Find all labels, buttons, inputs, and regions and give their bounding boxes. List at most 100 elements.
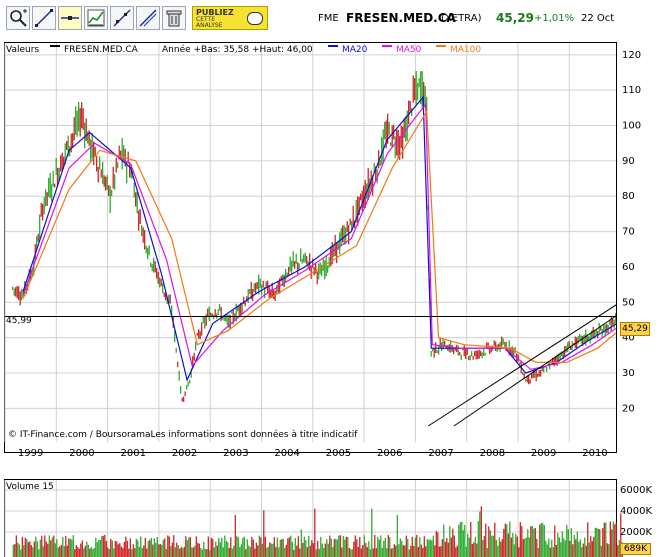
volume-bar (474, 537, 476, 557)
volume-bar (17, 542, 19, 557)
volume-bar (413, 546, 415, 557)
volume-bar (102, 536, 104, 557)
volume-bar (375, 548, 377, 557)
volume-bar (179, 548, 181, 557)
volume-bar (425, 546, 427, 557)
volume-bar (293, 549, 295, 557)
volume-bar (423, 536, 425, 557)
volume-bar (89, 548, 91, 557)
indicator-chart-icon[interactable] (84, 6, 108, 30)
volume-bar (500, 541, 502, 557)
volume-bar (147, 541, 149, 557)
volume-bar (195, 536, 197, 557)
volume-bar (482, 540, 484, 557)
volume-bar (374, 534, 376, 557)
publish-line3: ANALYSE (196, 22, 223, 29)
volume-bar (257, 545, 259, 557)
volume-bar (185, 536, 187, 557)
volume-bar (197, 542, 199, 557)
volume-bar (488, 526, 490, 557)
volume-bar (87, 544, 89, 557)
volume-bar (57, 547, 59, 557)
volume-bar (510, 537, 512, 557)
legend-ma50-swatch (382, 45, 392, 47)
volume-bar (366, 547, 368, 557)
volume-bar (60, 544, 62, 557)
volume-bar (114, 540, 116, 557)
zoom-icon[interactable] (6, 6, 30, 30)
y-tick-label: 70 (622, 227, 635, 238)
volume-bar (69, 538, 71, 557)
volume-bar (339, 535, 341, 557)
volume-bar (141, 548, 143, 557)
volume-bar (227, 542, 229, 557)
volume-bar (468, 537, 470, 557)
volume-bar (383, 540, 385, 557)
trend-tool-icon[interactable] (136, 6, 160, 30)
trend-channel-upper (427, 304, 616, 427)
horizontal-line-icon[interactable] (58, 6, 82, 30)
publish-analysis-button[interactable]: PUBLIEZ CETTE ANALYSE (192, 6, 268, 30)
y-tick-label: 30 (622, 368, 635, 379)
volume-bar (335, 538, 337, 557)
volume-bar (165, 548, 167, 557)
volume-bar (381, 547, 383, 557)
volume-bar (38, 549, 40, 557)
volume-bar (83, 548, 85, 557)
volume-bar (246, 539, 248, 557)
volume-bar (297, 536, 299, 557)
volume-bar (522, 539, 524, 557)
volume-bar (534, 527, 536, 557)
volume-bar (467, 533, 469, 557)
volume-bar (273, 537, 275, 557)
volume-bar (14, 544, 16, 557)
volume-bar (171, 542, 173, 557)
volume-bar (123, 541, 125, 557)
volume-bar (494, 522, 496, 557)
volume-bar (119, 543, 121, 557)
volume-bar (368, 541, 370, 557)
volume-bar (77, 547, 79, 557)
volume-bar (221, 537, 223, 557)
volume-bar (545, 540, 547, 557)
speech-bubble-icon (247, 12, 263, 25)
volume-bar (323, 547, 325, 557)
volume-bar (170, 546, 172, 557)
volume-bar (351, 549, 353, 557)
y-tick-label: 110 (622, 85, 641, 96)
volume-bar (258, 535, 260, 557)
volume-bar (333, 539, 335, 557)
volume-bar (194, 545, 196, 557)
volume-bar (591, 541, 593, 557)
copyright-text: © IT-Finance.com / BoursoramaLes informa… (8, 430, 358, 440)
draw-line-icon[interactable] (32, 6, 56, 30)
volume-bar (465, 546, 467, 557)
volume-bar (564, 540, 566, 557)
volume-bar (186, 540, 188, 557)
x-tick-label: 2008 (480, 448, 505, 459)
volume-bar (416, 534, 418, 557)
volume-bar (188, 537, 190, 557)
volume-bar (536, 538, 538, 557)
fibonacci-icon[interactable] (110, 6, 134, 30)
volume-bar (80, 543, 82, 557)
volume-bar (72, 535, 74, 557)
volume-bar (342, 536, 344, 557)
trash-icon[interactable] (162, 6, 186, 30)
volume-bar (402, 545, 404, 557)
volume-bar (566, 524, 568, 557)
volume-bar (608, 544, 610, 557)
volume-bar (182, 548, 184, 557)
volume-bar (218, 537, 220, 557)
volume-bar (264, 536, 266, 557)
price-series (12, 70, 616, 402)
volume-bar (18, 544, 20, 557)
volume-tick-label: 4000K (620, 506, 652, 517)
volume-bar (167, 535, 169, 557)
volume-bar (575, 539, 577, 557)
volume-bar (371, 508, 373, 557)
volume-bar (305, 540, 307, 557)
volume-bar (261, 543, 263, 557)
x-tick-label: 2005 (326, 448, 351, 459)
